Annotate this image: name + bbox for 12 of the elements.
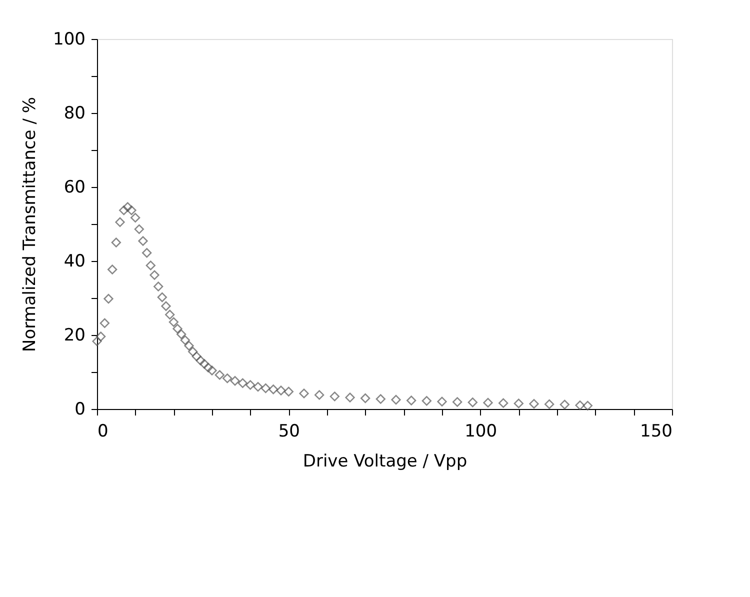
x-tick-label: 100 [464, 422, 498, 442]
y-tick-label: 100 [53, 30, 86, 50]
y-tick-label: 0 [74, 400, 86, 420]
x-tick-label: 0 [98, 422, 108, 442]
y-tick-label: 20 [64, 326, 86, 346]
y-tick-label: 80 [64, 104, 86, 124]
y-axis-title: Normalized Transmittance / % [20, 96, 40, 352]
y-tick-label: 40 [64, 252, 86, 272]
x-tick-label: 50 [278, 422, 300, 442]
y-tick-label: 60 [64, 178, 86, 198]
x-axis-title: Drive Voltage / Vpp [302, 452, 468, 472]
x-tick-label: 150 [640, 422, 672, 442]
